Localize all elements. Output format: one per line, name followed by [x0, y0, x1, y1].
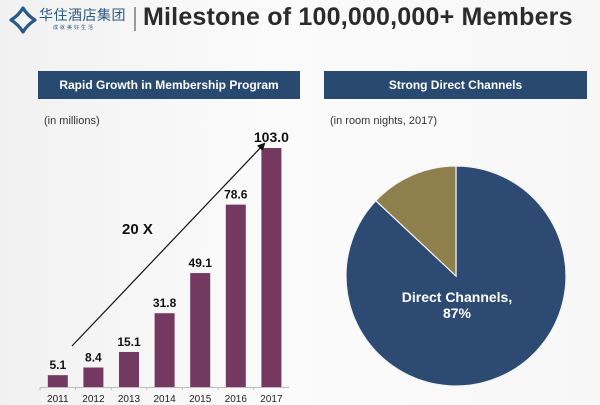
bar-2012 [83, 367, 104, 387]
bar-2011 [47, 375, 68, 387]
huazhu-logo-icon [9, 6, 37, 34]
pie-direct-pct: 87% [442, 305, 472, 321]
pie-direct-name: Direct Channels, [401, 289, 513, 305]
page-title: Milestone of 100,000,000+ Members [143, 3, 573, 31]
bar-2014 [154, 313, 175, 387]
pie-chart-unit: (in room nights, 2017) [330, 115, 437, 127]
bar-chart-unit: (in millions) [44, 115, 100, 127]
x-tick-label: 2013 [118, 394, 141, 405]
logo-subtitle: 成就美好生活 [53, 25, 96, 31]
pie-chart [345, 165, 567, 387]
bar-2015 [190, 273, 211, 387]
pie-slice-other [374, 165, 457, 278]
pie-chart-title: Strong Direct Channels [324, 71, 587, 99]
bar-value-label: 49.1 [189, 256, 213, 270]
bar-value-label: 15.1 [117, 335, 141, 349]
x-tick-label: 2017 [260, 394, 283, 405]
bar-chart: 5.1 2011 8.4 2012 15.1 2013 31.8 2014 49.1 2015 78… [39, 129, 290, 405]
bar-chart-title: Rapid Growth in Membership Program [38, 71, 300, 99]
bar-2016 [225, 204, 246, 387]
bar-value-label: 103.0 [254, 129, 289, 145]
bar-value-label: 31.8 [153, 296, 177, 310]
header-divider [134, 7, 136, 31]
x-tick-label: 2015 [189, 394, 212, 405]
bar-2017 [261, 148, 282, 387]
growth-arrow [71, 142, 266, 347]
bar-value-label: 5.1 [49, 358, 66, 372]
growth-multiplier-label: 20 X [122, 221, 153, 238]
x-tick-label: 2011 [47, 394, 69, 405]
x-tick-label: 2014 [153, 394, 176, 405]
bar-value-label: 78.6 [224, 188, 248, 202]
pie-direct-label: Direct Channels, 87% [385, 289, 529, 321]
logo-text: 华住酒店集团 [39, 8, 126, 24]
x-tick-label: 2016 [225, 394, 248, 405]
bar-2013 [119, 351, 139, 387]
bar-value-label: 8.4 [85, 351, 102, 365]
x-tick-label: 2012 [82, 394, 105, 405]
